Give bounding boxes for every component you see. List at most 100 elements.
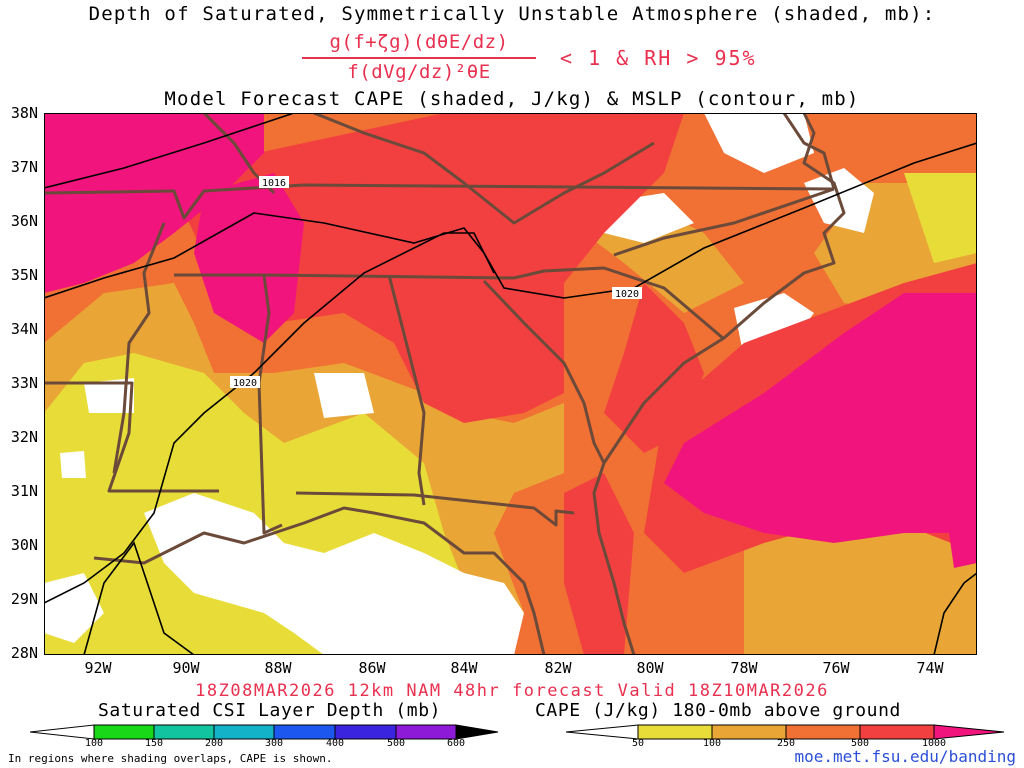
lat-label: 34N [10, 320, 38, 338]
lat-label: 29N [10, 590, 38, 608]
colorbar-arrow-right [933, 724, 1005, 740]
cape-shade-max [949, 518, 977, 568]
isobar-label-box [612, 287, 642, 299]
cape-shade-none [84, 378, 134, 413]
credit-link[interactable]: moe.met.fsu.edu/banding [794, 747, 1016, 766]
isobar-southwest [83, 541, 195, 655]
colorbar-arrow-left [30, 724, 95, 740]
lat-label: 38N [10, 104, 38, 122]
formula-condition: < 1 & RH > 95% [560, 46, 757, 70]
cape-shade-none [144, 493, 524, 655]
colorbar-cell [859, 724, 935, 740]
border-georgia-southcarolina [482, 279, 606, 464]
border-florida-panhandle [295, 491, 575, 527]
colorbar-cell [273, 724, 336, 740]
colorbar-cell [153, 724, 215, 740]
cape-shade-none [60, 451, 86, 478]
lat-label: 37N [10, 158, 38, 176]
lat-label: 35N [10, 266, 38, 284]
cape-tick: 500 [850, 738, 870, 749]
cape-shade-1000 [564, 473, 634, 655]
coastline-chesapeake [782, 113, 836, 190]
chart-title: Depth of Saturated, Symmetrically Unstab… [88, 3, 936, 25]
csi-tick: 150 [144, 738, 164, 749]
isobar-label-box [230, 376, 260, 388]
isobar-label: 1020 [233, 378, 257, 389]
isobar-east [933, 572, 977, 655]
colorbar-cell [395, 724, 457, 740]
cape-shade-1000 [164, 113, 684, 423]
isobar-1016 [44, 113, 295, 189]
isobar-label-box [259, 176, 289, 188]
lat-label: 32N [10, 428, 38, 446]
coastline-atlantic [602, 113, 846, 464]
csi-legend-title: Saturated CSI Layer Depth (mb) [98, 700, 442, 721]
cape-shade-none [44, 573, 104, 643]
overlap-note: In regions where shading overlaps, CAPE … [8, 752, 333, 765]
isobars [44, 113, 977, 655]
cape-shade-100 [904, 173, 977, 263]
cape-shade-max [664, 293, 977, 543]
border-georgia-northcarolina [513, 266, 725, 341]
lat-label: 36N [10, 212, 38, 230]
colorbar-cell [637, 724, 713, 740]
lat-label: 30N [10, 536, 38, 554]
cape-shade-none [704, 113, 814, 173]
formula-fraction-bar [302, 57, 536, 59]
cape-colorbar [566, 724, 1005, 740]
lat-label: 28N [10, 644, 38, 662]
forecast-map: 1016 1020 1020 [44, 113, 977, 655]
lon-label: 90W [172, 659, 200, 677]
cape-tick: 50 [631, 738, 645, 749]
cape-tick: 250 [776, 738, 796, 749]
lon-label: 80W [636, 659, 664, 677]
lon-label: 92W [84, 659, 112, 677]
lon-label: 86W [358, 659, 386, 677]
colorbar-arrow-right [455, 724, 499, 740]
csi-tick: 600 [446, 738, 466, 749]
border-mississippi-river [112, 222, 166, 474]
isobar-label: 1020 [615, 289, 639, 300]
state-borders [44, 113, 846, 655]
csi-tick: 500 [386, 738, 406, 749]
lon-label: 74W [916, 659, 944, 677]
lon-label: 78W [730, 659, 758, 677]
border-appalachians [313, 113, 655, 225]
border-kentucky-tennessee [44, 183, 835, 220]
lon-label: 82W [544, 659, 572, 677]
isobar-label-group: 1016 1020 1020 [230, 176, 642, 389]
colorbar-cell [711, 724, 787, 740]
map-frame [44, 113, 977, 655]
colorbar-cell [213, 724, 275, 740]
coastline-gulf [93, 506, 546, 655]
lat-label: 33N [10, 374, 38, 392]
csi-tick: 100 [84, 738, 104, 749]
lon-label: 88W [264, 659, 292, 677]
colorbar-arrow-left [566, 724, 639, 740]
formula-numerator: g(f+ζg)(dθE/dz) [329, 31, 509, 53]
valid-time: 18Z08MAR2026 12km NAM 48hr forecast Vali… [195, 681, 829, 701]
coastline-florida-east [592, 462, 636, 655]
formula-denominator: f(dVg/dz)²θE [347, 61, 491, 83]
cape-shade-none [314, 373, 374, 418]
csi-colorbar [30, 724, 499, 740]
lon-label: 84W [450, 659, 478, 677]
isobar-1020-south [44, 232, 495, 604]
lon-label: 76W [822, 659, 850, 677]
border-alabama-georgia [387, 274, 426, 506]
colorbar-cell [334, 724, 397, 740]
csi-tick: 200 [204, 738, 224, 749]
border-arkansas-louisiana [44, 381, 219, 493]
colorbar-cell [93, 724, 155, 740]
lat-label: 31N [10, 482, 38, 500]
colorbar-cell [785, 724, 861, 740]
isobar-label: 1016 [262, 178, 286, 189]
border-virginia-northcarolina [613, 187, 835, 257]
csi-tick: 300 [264, 738, 284, 749]
cape-shade-250 [744, 513, 977, 655]
cape-tick: 100 [702, 738, 722, 749]
csi-tick: 400 [325, 738, 345, 749]
cape-tick: 1000 [921, 738, 947, 749]
cape-shade-max [44, 113, 264, 293]
